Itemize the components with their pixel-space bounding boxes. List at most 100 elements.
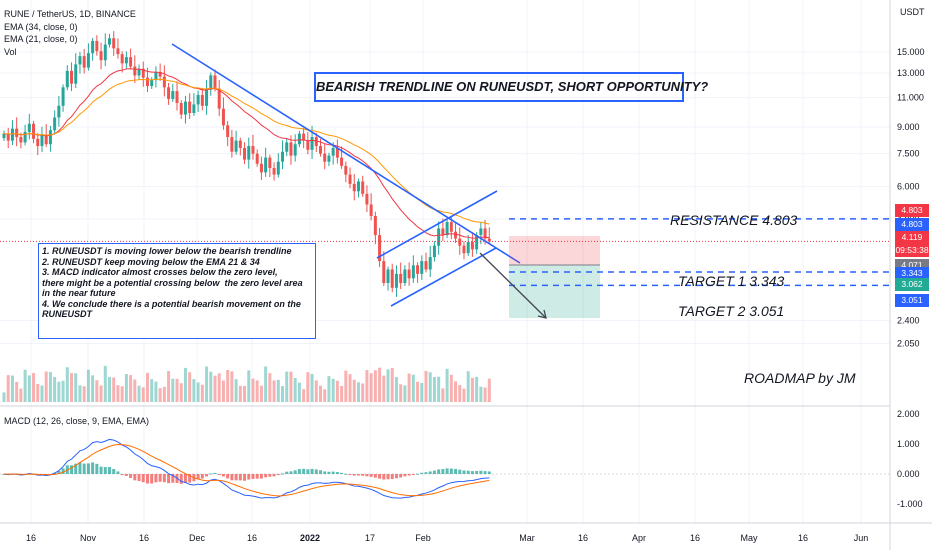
candle-body xyxy=(281,152,284,162)
macd-histogram-bar xyxy=(116,471,119,474)
volume-bar xyxy=(344,371,347,402)
volume-bar xyxy=(268,373,271,402)
macd-histogram-bar xyxy=(264,474,267,477)
volume-bars xyxy=(3,366,491,402)
candle-body xyxy=(306,141,309,150)
profit-zone xyxy=(509,265,600,318)
volume-bar xyxy=(429,372,432,402)
volume-bar xyxy=(467,371,470,402)
price-badge: 4.119 xyxy=(895,231,929,244)
macd-histogram-bar xyxy=(87,463,90,474)
macd-histogram-bar xyxy=(454,469,457,474)
volume-bar xyxy=(116,385,119,402)
macd-histogram-bar xyxy=(91,462,94,474)
macd-histogram-bar xyxy=(235,474,238,480)
volume-bar xyxy=(222,380,225,402)
macd-histogram-bar xyxy=(125,474,128,476)
price-tick-label: 15.000 xyxy=(897,47,925,57)
candle-body xyxy=(391,269,394,287)
x-tick-label: 16 xyxy=(247,533,257,543)
macd-histogram-bar xyxy=(306,469,309,474)
macd-histogram-bar xyxy=(226,474,229,478)
macd-tick-label: -1.000 xyxy=(897,499,923,509)
candle-body xyxy=(382,261,385,283)
macd-histogram-bar xyxy=(425,472,428,474)
macd-histogram-bar xyxy=(273,474,276,476)
macd-histogram-bar xyxy=(129,474,132,478)
volume-bar xyxy=(205,367,208,402)
volume-bar xyxy=(40,386,43,402)
x-tick-label: 16 xyxy=(578,533,588,543)
x-tick-label: Apr xyxy=(632,533,646,543)
x-tick-label: 16 xyxy=(798,533,808,543)
candle-body xyxy=(19,137,22,142)
candle-body xyxy=(53,118,56,131)
volume-bar xyxy=(70,373,73,402)
macd-histogram-bar xyxy=(78,462,81,474)
x-tick-label: 17 xyxy=(365,533,375,543)
candle-body xyxy=(146,78,149,86)
macd-histogram-bar xyxy=(395,474,398,478)
candle-body xyxy=(201,95,204,106)
macd-histogram-bar xyxy=(205,474,208,476)
candle-body xyxy=(479,228,482,235)
macd-pane xyxy=(0,439,890,498)
macd-histogram-bar xyxy=(340,473,343,474)
volume-bar xyxy=(243,386,246,402)
volume-bar xyxy=(129,375,132,402)
volume-bar xyxy=(197,383,200,403)
candle-body xyxy=(268,158,271,168)
volume-bar xyxy=(306,372,309,402)
macd-histogram-bar xyxy=(323,471,326,474)
x-tick-label: 16 xyxy=(139,533,149,543)
x-tick-label: Feb xyxy=(415,533,431,543)
volume-bar xyxy=(298,383,301,402)
volume-bar xyxy=(374,370,377,402)
x-tick-label: Dec xyxy=(189,533,206,543)
volume-bar xyxy=(273,380,276,402)
candle-body xyxy=(441,228,444,235)
volume-bar xyxy=(188,372,191,402)
macd-histogram-bar xyxy=(462,470,465,474)
volume-bar xyxy=(95,380,98,402)
macd-histogram-bar xyxy=(214,473,217,474)
volume-bar xyxy=(142,387,145,402)
volume-bar xyxy=(154,382,157,402)
candle-body xyxy=(171,91,174,99)
macd-histogram-bar xyxy=(209,473,212,474)
volume-bar xyxy=(163,387,166,402)
macd-histogram-bar xyxy=(70,465,73,474)
volume-bar xyxy=(332,379,335,402)
volume-bar xyxy=(446,369,449,402)
candle-body xyxy=(273,168,276,175)
volume-bar xyxy=(83,386,86,402)
volume-bar xyxy=(387,369,390,402)
price-tick-label: 2.400 xyxy=(897,315,920,325)
candle-body xyxy=(332,148,335,156)
macd-histogram-bar xyxy=(100,467,103,474)
volume-bar xyxy=(285,372,288,402)
candle-body xyxy=(450,222,453,232)
macd-histogram-bar xyxy=(104,467,107,474)
candle-body xyxy=(74,64,77,83)
candle-body xyxy=(327,156,330,162)
candle-body xyxy=(247,146,250,160)
price-tick-label: 7.500 xyxy=(897,149,920,159)
volume-bar xyxy=(471,378,474,402)
candle-body xyxy=(458,239,461,246)
candle-body xyxy=(214,75,217,88)
macd-histogram-bar xyxy=(450,469,453,474)
volume-bar xyxy=(425,371,428,402)
volume-bar xyxy=(260,386,263,402)
candle-body xyxy=(446,222,449,235)
macd-histogram-bar xyxy=(302,469,305,474)
macd-histogram-bar xyxy=(344,474,347,475)
legend-vol: Vol xyxy=(4,46,136,59)
candle-body xyxy=(32,124,35,139)
candle-body xyxy=(319,146,322,154)
candle-body xyxy=(70,71,73,84)
macd-histogram-bar xyxy=(311,469,314,474)
macd-histogram-bar xyxy=(420,473,423,474)
macd-histogram-bar xyxy=(146,474,149,484)
